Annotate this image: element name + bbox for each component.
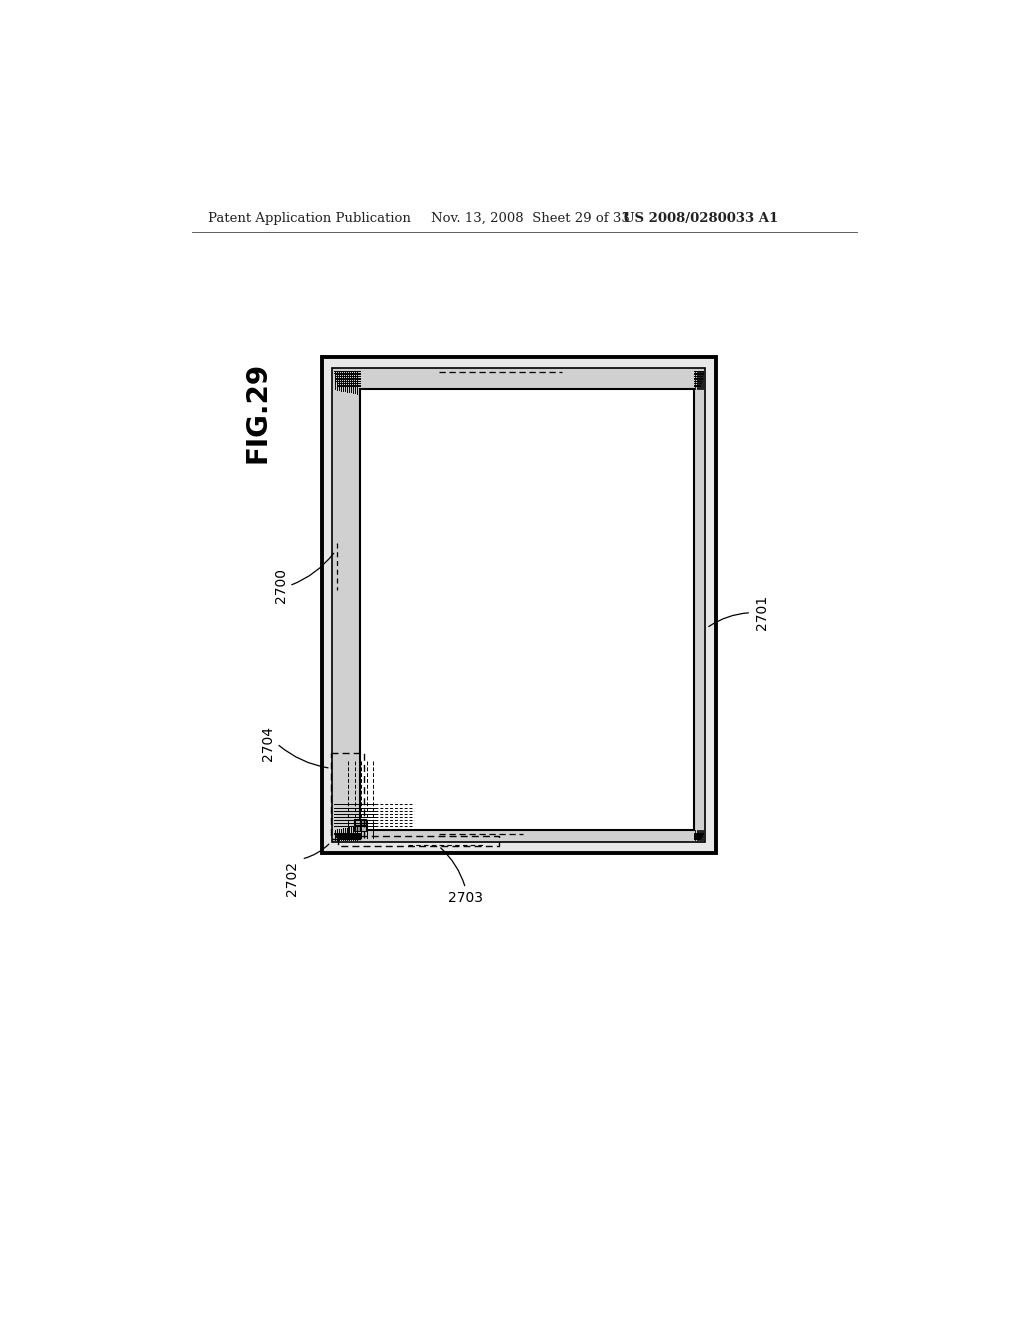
Text: Patent Application Publication: Patent Application Publication bbox=[208, 213, 411, 224]
Text: US 2008/0280033 A1: US 2008/0280033 A1 bbox=[624, 213, 778, 224]
Text: 2701: 2701 bbox=[755, 595, 769, 630]
Bar bbox=[322, 358, 716, 853]
Bar bbox=[354, 818, 360, 825]
Bar bbox=[333, 368, 705, 842]
Text: 2700: 2700 bbox=[273, 568, 288, 603]
Text: 2704: 2704 bbox=[261, 726, 274, 762]
Text: Nov. 13, 2008  Sheet 29 of 33: Nov. 13, 2008 Sheet 29 of 33 bbox=[431, 213, 630, 224]
Text: FIG.29: FIG.29 bbox=[244, 362, 271, 463]
Bar bbox=[360, 818, 367, 825]
Bar bbox=[360, 825, 367, 832]
Bar bbox=[360, 389, 694, 830]
Bar bbox=[354, 825, 360, 832]
Text: 2703: 2703 bbox=[449, 891, 483, 904]
Text: 2702: 2702 bbox=[286, 861, 299, 896]
